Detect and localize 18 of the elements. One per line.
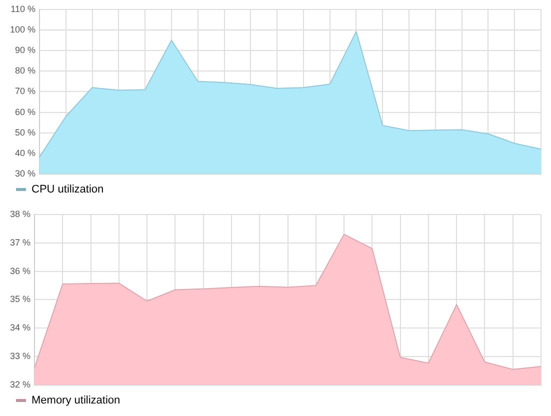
y-tick-label: 100 % bbox=[10, 24, 36, 34]
y-tick-label: 40 % bbox=[15, 148, 36, 158]
y-tick-label: 34 % bbox=[10, 322, 31, 333]
series-label: Memory utilization bbox=[32, 394, 120, 407]
y-tick-label: 90 % bbox=[15, 45, 36, 56]
y-tick-label: 60 % bbox=[15, 106, 36, 117]
y-tick-label: 37 % bbox=[10, 237, 31, 248]
y-tick-label: 50 % bbox=[15, 127, 36, 138]
y-tick-label: 38 % bbox=[10, 208, 31, 219]
y-tick-label: 80 % bbox=[15, 66, 36, 76]
y-tick-label: 70 % bbox=[15, 86, 36, 96]
y-tick-label: 36 % bbox=[10, 266, 31, 276]
y-tick-label: 30 % bbox=[15, 168, 36, 178]
y-tick-label: 35 % bbox=[10, 294, 31, 304]
y-tick-label: 110 % bbox=[10, 4, 36, 14]
series-label: CPU utilization bbox=[32, 184, 104, 196]
y-tick-label: 33 % bbox=[10, 351, 31, 362]
y-tick-label: 32 % bbox=[10, 379, 31, 390]
